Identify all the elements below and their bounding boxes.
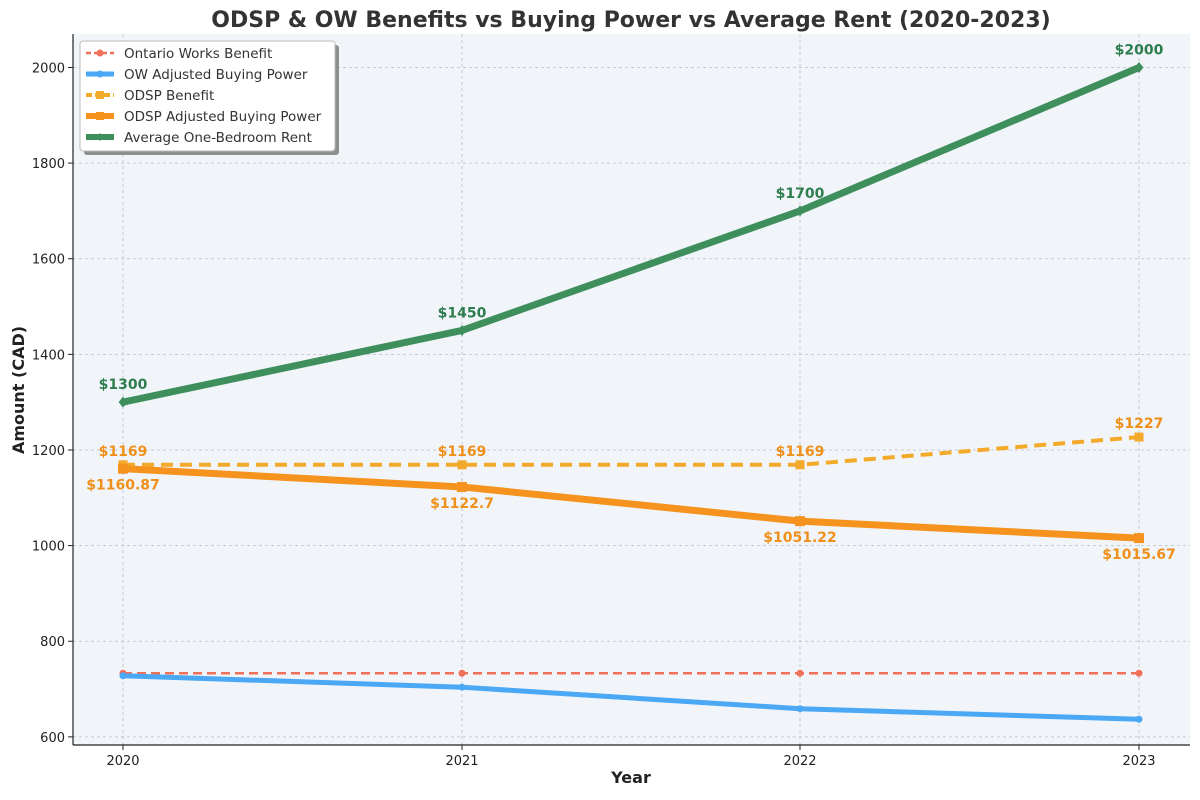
legend-label: Ontario Works Benefit — [124, 46, 272, 62]
data-point — [118, 463, 128, 474]
legend-items: Ontario Works Benefit OW Adjusted Buying … — [86, 46, 322, 146]
data-point — [457, 481, 467, 492]
x-axis-title: Year — [610, 768, 651, 787]
data-labels: $1300 $1450 $1700 $2000 $1169 $1169 $1169 $1227… — [86, 42, 1176, 563]
data-point — [118, 396, 128, 408]
data-point — [458, 683, 466, 691]
y-tick-label: 2000 — [32, 61, 65, 76]
legend-label: ODSP Benefit — [124, 88, 214, 104]
data-label: $1169 — [99, 444, 148, 460]
data-label: $1700 — [776, 186, 825, 202]
data-point — [1135, 669, 1143, 677]
legend-marker — [96, 133, 104, 141]
legend-entry: Average One-Bedroom Rent — [86, 130, 312, 146]
legend-box — [79, 40, 336, 152]
data-label: $2000 — [1115, 42, 1164, 58]
y-tick-label: 1200 — [32, 444, 65, 459]
data-point — [457, 324, 467, 336]
data-label: $1227 — [1115, 416, 1164, 432]
data-point — [1135, 715, 1143, 723]
legend-entry: ODSP Benefit — [86, 88, 214, 104]
y-tick-label: 1800 — [32, 157, 65, 172]
data-label: $1160.87 — [86, 478, 160, 494]
legend-marker — [96, 91, 104, 99]
axes — [72, 34, 1190, 746]
data-label: $1122.7 — [430, 496, 494, 512]
data-point — [457, 460, 467, 470]
legend-entry: OW Adjusted Buying Power — [86, 67, 308, 83]
data-point — [795, 205, 805, 217]
data-point — [119, 672, 127, 680]
y-tick-label: 1600 — [32, 253, 65, 268]
data-label: $1450 — [438, 305, 487, 321]
data-label: $1051.22 — [763, 530, 837, 546]
series-line-ow-adjusted-buying-power — [122, 673, 1140, 722]
data-point — [1134, 432, 1144, 442]
data-point — [1134, 533, 1144, 544]
x-tick-label: 2023 — [1122, 754, 1155, 769]
x-tick-label: 2022 — [783, 754, 816, 769]
series-lines — [122, 64, 1141, 722]
legend-marker — [96, 112, 104, 120]
chart-title: ODSP & OW Benefits vs Buying Power vs Av… — [211, 8, 1050, 33]
legend-label: ODSP Adjusted Buying Power — [124, 109, 322, 125]
series-markers — [118, 61, 1144, 723]
y-axis-title: Amount (CAD) — [9, 326, 28, 454]
legend-entry: ODSP Adjusted Buying Power — [86, 109, 322, 125]
data-point — [458, 669, 466, 677]
x-tick-label: 2020 — [106, 754, 139, 769]
data-point — [795, 460, 805, 470]
legend-label: Average One-Bedroom Rent — [124, 130, 312, 146]
legend-entry: Ontario Works Benefit — [86, 46, 272, 62]
data-point — [1134, 61, 1144, 73]
data-label: $1015.67 — [1102, 547, 1176, 563]
ticks: 600 800 1000 1200 1400 1600 1800 2000 2020 2021 20… — [32, 61, 1156, 769]
data-point — [795, 516, 805, 527]
legend: Ontario Works Benefit OW Adjusted Buying … — [79, 40, 339, 155]
legend-marker — [96, 49, 104, 57]
y-tick-label: 1400 — [32, 348, 65, 363]
data-label: $1300 — [99, 377, 148, 393]
data-point — [796, 705, 804, 713]
data-label: $1169 — [776, 444, 825, 460]
y-tick-label: 800 — [40, 635, 65, 650]
y-tick-label: 600 — [40, 731, 65, 746]
series-line-odsp-benefit — [123, 435, 1140, 467]
legend-marker — [96, 70, 104, 78]
series-line-average-one-bedroom-rent — [122, 64, 1141, 406]
data-label: $1169 — [438, 444, 487, 460]
data-point — [796, 669, 804, 677]
legend-label: OW Adjusted Buying Power — [124, 67, 308, 83]
x-tick-label: 2021 — [445, 754, 478, 769]
series-line-odsp-adjusted-buying-power — [122, 465, 1140, 542]
y-tick-label: 1000 — [32, 540, 65, 555]
